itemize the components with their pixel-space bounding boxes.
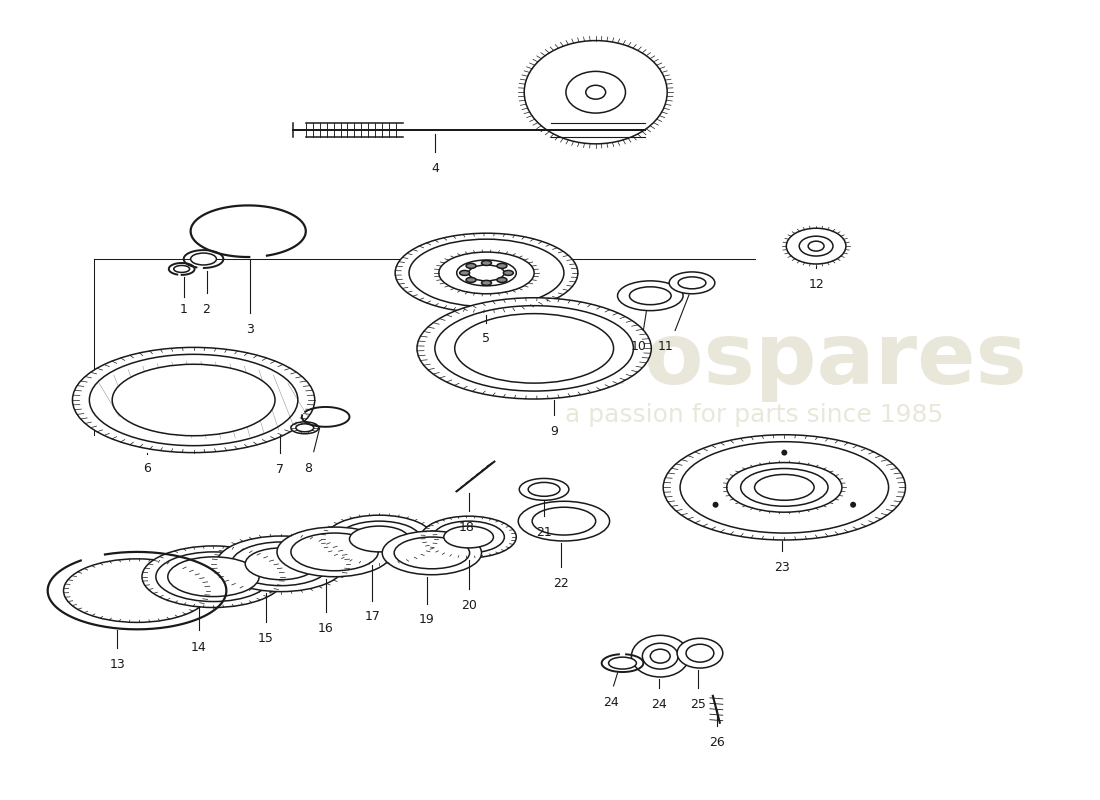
Ellipse shape: [338, 521, 421, 557]
Text: 2: 2: [202, 302, 210, 316]
Text: 11: 11: [658, 341, 673, 354]
Ellipse shape: [456, 260, 516, 286]
Ellipse shape: [454, 314, 614, 383]
Ellipse shape: [519, 478, 569, 500]
Ellipse shape: [350, 526, 409, 552]
Ellipse shape: [290, 533, 378, 570]
Ellipse shape: [528, 482, 560, 496]
Ellipse shape: [156, 552, 271, 602]
Ellipse shape: [786, 228, 846, 264]
Ellipse shape: [650, 650, 670, 663]
Text: eurospares: eurospares: [482, 318, 1027, 402]
Ellipse shape: [482, 261, 492, 266]
Text: 18: 18: [459, 521, 474, 534]
Text: 4: 4: [431, 162, 439, 174]
Text: 12: 12: [808, 278, 824, 291]
Text: 7: 7: [276, 462, 284, 475]
Ellipse shape: [64, 559, 210, 622]
Text: 22: 22: [553, 577, 569, 590]
Text: 16: 16: [318, 622, 333, 635]
Text: 13: 13: [109, 658, 125, 671]
Ellipse shape: [245, 548, 317, 580]
Text: 15: 15: [258, 632, 274, 646]
Ellipse shape: [642, 643, 678, 669]
Ellipse shape: [168, 557, 260, 597]
Ellipse shape: [433, 521, 505, 553]
Ellipse shape: [631, 635, 689, 677]
Ellipse shape: [686, 644, 714, 662]
Text: 5: 5: [483, 333, 491, 346]
Ellipse shape: [417, 298, 651, 399]
Ellipse shape: [73, 347, 315, 453]
Ellipse shape: [174, 266, 189, 273]
Ellipse shape: [663, 434, 905, 540]
Ellipse shape: [434, 306, 634, 391]
Ellipse shape: [608, 657, 637, 669]
Ellipse shape: [466, 263, 476, 268]
Circle shape: [781, 450, 788, 455]
Ellipse shape: [482, 280, 492, 286]
Text: 10: 10: [630, 341, 647, 354]
Ellipse shape: [586, 86, 606, 99]
Ellipse shape: [518, 502, 609, 541]
Text: a passion for parts since 1985: a passion for parts since 1985: [565, 403, 944, 427]
Ellipse shape: [394, 537, 470, 569]
Ellipse shape: [439, 252, 535, 294]
Text: 17: 17: [364, 610, 381, 623]
Ellipse shape: [324, 515, 433, 563]
Circle shape: [713, 502, 718, 508]
Ellipse shape: [290, 422, 319, 434]
Ellipse shape: [217, 536, 345, 592]
Ellipse shape: [466, 278, 476, 282]
Text: 19: 19: [419, 614, 435, 626]
Ellipse shape: [678, 277, 706, 289]
Ellipse shape: [296, 424, 314, 432]
Circle shape: [850, 502, 856, 508]
Ellipse shape: [469, 265, 505, 281]
Ellipse shape: [629, 287, 671, 305]
Text: 8: 8: [304, 462, 311, 474]
Ellipse shape: [504, 270, 514, 275]
Ellipse shape: [395, 234, 578, 313]
Text: 25: 25: [690, 698, 706, 711]
Ellipse shape: [755, 474, 814, 500]
Ellipse shape: [89, 354, 298, 446]
Ellipse shape: [190, 253, 217, 265]
Ellipse shape: [800, 236, 833, 256]
Ellipse shape: [443, 526, 494, 548]
Ellipse shape: [678, 638, 723, 668]
Ellipse shape: [669, 272, 715, 294]
Text: 6: 6: [143, 462, 151, 474]
Text: 20: 20: [461, 598, 476, 611]
Text: 26: 26: [708, 735, 725, 749]
Text: 21: 21: [536, 526, 552, 539]
Ellipse shape: [421, 516, 516, 558]
Text: 1: 1: [179, 302, 188, 316]
Text: 3: 3: [246, 322, 254, 335]
Ellipse shape: [565, 71, 626, 113]
Text: 24: 24: [651, 698, 667, 711]
Ellipse shape: [525, 41, 668, 144]
Ellipse shape: [409, 239, 564, 306]
Ellipse shape: [740, 469, 828, 506]
Ellipse shape: [382, 531, 482, 574]
Ellipse shape: [680, 442, 889, 533]
Ellipse shape: [497, 263, 507, 268]
Ellipse shape: [617, 281, 683, 310]
Text: 23: 23: [774, 561, 790, 574]
Ellipse shape: [497, 278, 507, 282]
Text: 24: 24: [603, 696, 618, 709]
Ellipse shape: [112, 364, 275, 436]
Ellipse shape: [808, 241, 824, 251]
Text: 9: 9: [550, 425, 558, 438]
Ellipse shape: [231, 542, 331, 586]
Ellipse shape: [277, 527, 393, 577]
Ellipse shape: [727, 462, 842, 512]
Text: 14: 14: [190, 642, 207, 654]
Ellipse shape: [142, 546, 285, 607]
Ellipse shape: [532, 507, 596, 535]
Ellipse shape: [460, 270, 470, 275]
